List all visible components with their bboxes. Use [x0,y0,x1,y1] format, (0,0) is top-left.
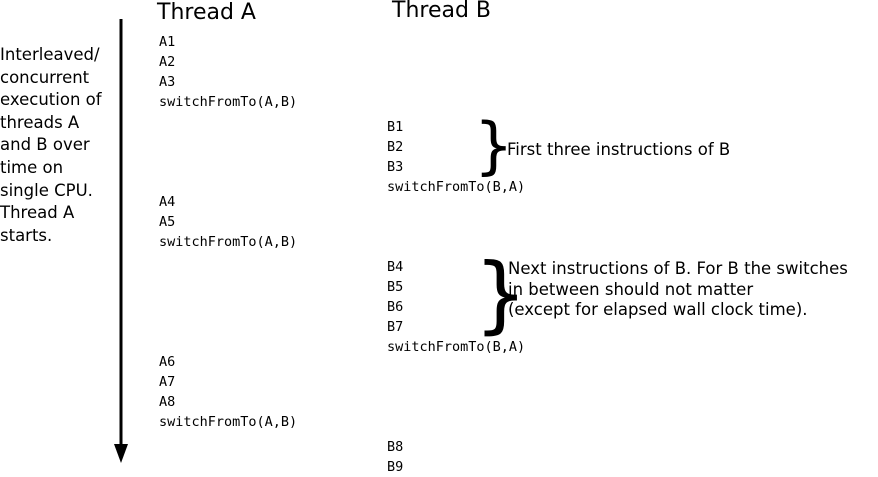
caption-line: Thread A [0,203,75,223]
instruction-line: B7 [387,319,404,335]
caption-line: Interleaved/ [0,45,100,64]
instruction-line: B6 [387,299,404,315]
curly-brace: } [474,109,514,182]
caption-line: single CPU. [0,180,93,200]
annotation-line: Next instructions of B. For B the switch… [508,259,848,278]
instruction-line: B3 [387,159,404,175]
curly-brace: } [474,245,528,343]
caption-line: execution of [0,90,102,110]
caption-line: concurrent [0,67,90,87]
thread-b-header: Thread B [392,0,492,23]
caption-line: threads A [0,112,80,132]
instruction-line: A3 [159,74,176,90]
thread-b-block: B4 B5 B6 B7 switchFromTo(B,A) [387,257,525,357]
thread-b-block: B1 B2 B3 switchFromTo(B,A) [387,117,525,197]
switch-call: switchFromTo(B,A) [387,179,526,195]
instruction-line: A5 [159,214,176,230]
time-arrow-head [114,444,128,463]
caption-line: time on [0,157,64,177]
switch-call: switchFromTo(A,B) [159,94,298,110]
switch-call: switchFromTo(A,B) [159,234,298,250]
instruction-line: A8 [159,394,176,410]
instruction-line: A6 [159,354,176,370]
instruction-line: A2 [159,54,176,70]
instruction-line: B9 [387,459,404,475]
instruction-line: B5 [387,279,404,295]
thread-a-header: Thread A [157,0,256,25]
time-arrow [114,19,128,463]
instruction-line: A4 [159,194,176,210]
instruction-line: A7 [159,374,176,390]
annotation-line: First three instructions of B [507,140,731,159]
annotation-line: in between should not matter [508,279,754,299]
annotation-line: (except for elapsed wall clock time). [508,300,808,320]
instruction-line: B8 [387,439,404,455]
thread-a-block: A1 A2 A3 switchFromTo(A,B) [159,32,297,112]
annotation-first-instructions: First three instructions of B [507,140,730,161]
instruction-line: B1 [387,119,404,135]
caption-line: starts. [0,225,53,245]
thread-a-block: A4 A5 switchFromTo(A,B) [159,192,297,252]
time-axis-caption: Interleaved/ concurrent execution of thr… [0,44,102,247]
annotation-next-instructions: Next instructions of B. For B the switch… [508,259,848,321]
instruction-line: B4 [387,259,404,275]
switch-call: switchFromTo(B,A) [387,339,526,355]
caption-line: and B over [0,135,90,155]
instruction-line: B2 [387,139,404,155]
thread-b-block: B8 B9 [387,437,403,477]
switch-call: switchFromTo(A,B) [159,414,298,430]
thread-a-block: A6 A7 A8 switchFromTo(A,B) [159,352,297,432]
instruction-line: A1 [159,34,176,50]
